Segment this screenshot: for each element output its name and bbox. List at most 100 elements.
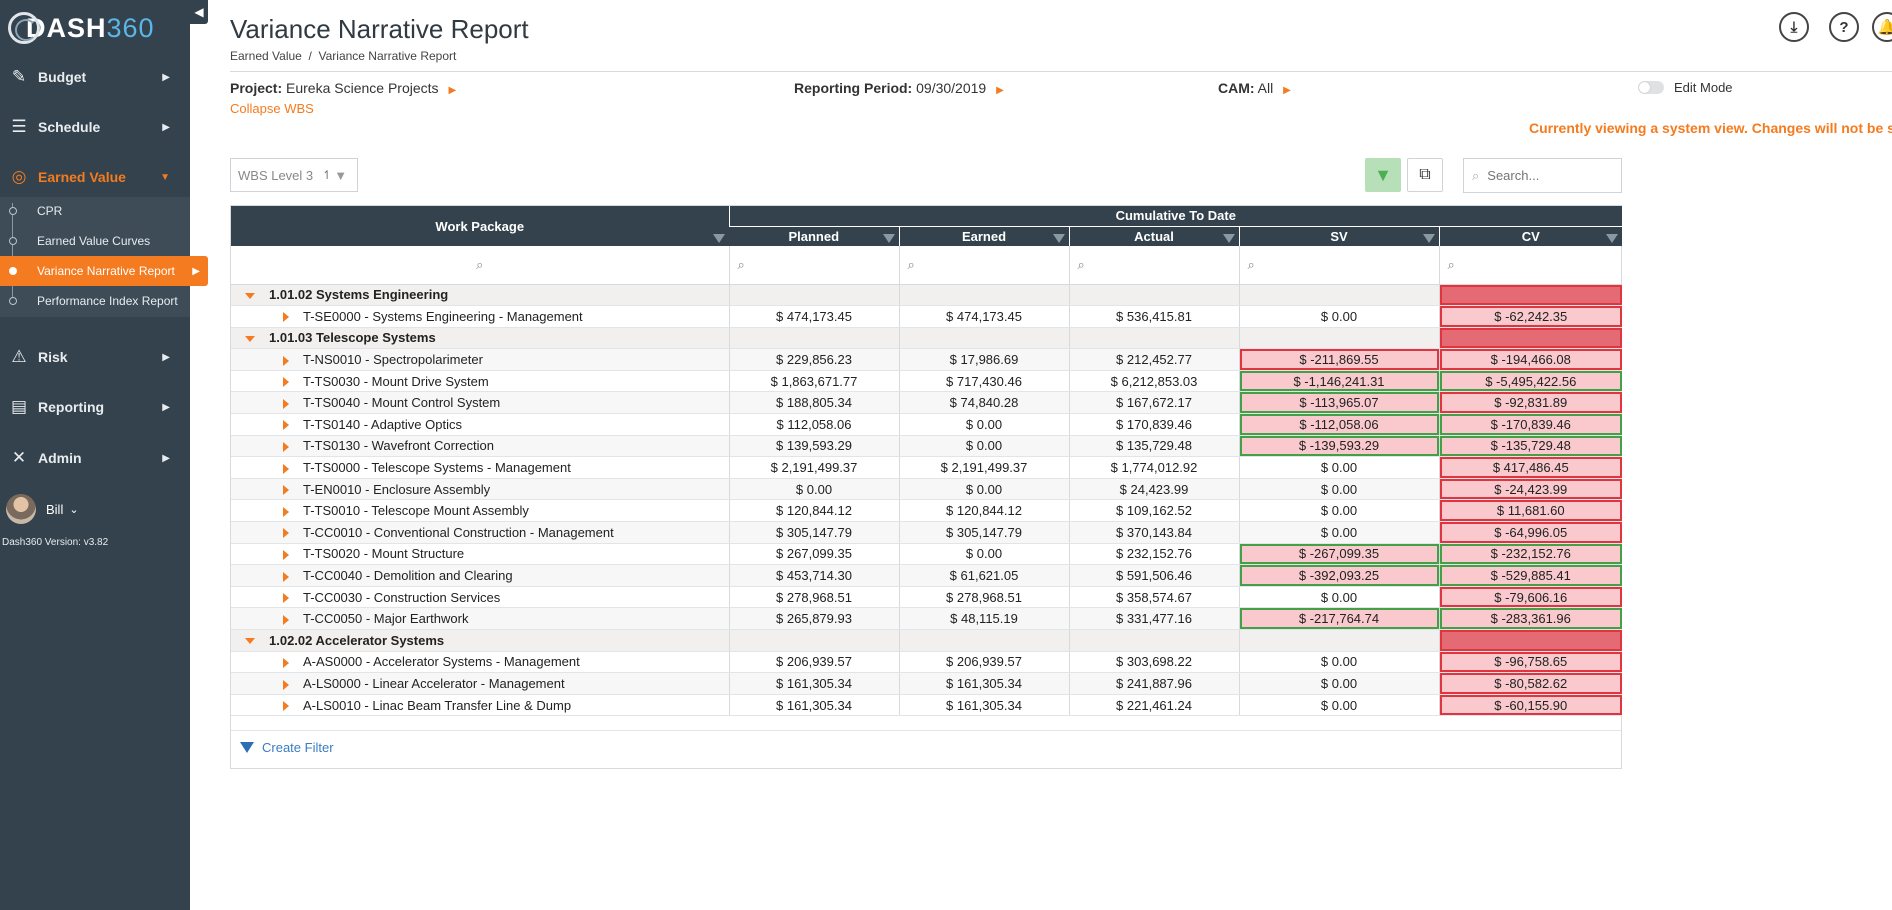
planned-cell[interactable]: $ 229,856.23 [728, 348, 899, 371]
edit-mode-toggle[interactable]: Edit Mode [1638, 80, 1733, 95]
earned-cell[interactable]: $ 0.00 [898, 435, 1069, 458]
work-package-cell[interactable]: T-CC0040 - Demolition and Clearing [231, 564, 729, 587]
work-package-cell[interactable]: T-TS0130 - Wavefront Correction [231, 435, 729, 458]
planned-cell[interactable]: $ 188,805.34 [728, 391, 899, 415]
help-icon[interactable]: ? [1829, 12, 1859, 42]
earned-cell[interactable]: $ 120,844.12 [898, 499, 1069, 523]
actual-cell[interactable]: $ 358,574.67 [1068, 586, 1239, 609]
actual-cell[interactable]: $ 370,143.84 [1068, 521, 1239, 544]
work-package-cell[interactable]: T-TS0140 - Adaptive Optics [231, 413, 729, 436]
expand-row-icon[interactable] [283, 485, 289, 496]
sv-cell[interactable]: $ -217,764.74 [1238, 607, 1439, 630]
earned-cell[interactable]: $ 61,621.05 [898, 564, 1069, 587]
wbs-group-row[interactable]: 1.01.02 Systems Engineering [231, 284, 1623, 307]
sv-cell[interactable]: $ 0.00 [1238, 499, 1439, 523]
actual-cell[interactable]: $ 303,698.22 [1068, 651, 1239, 674]
expand-row-icon[interactable] [283, 442, 289, 453]
col-header-earned[interactable]: Earned [898, 225, 1069, 246]
sv-cell[interactable]: $ 0.00 [1238, 521, 1439, 544]
earned-cell[interactable]: $ 0.00 [898, 413, 1069, 436]
work-package-cell[interactable]: T-TS0040 - Mount Control System [231, 391, 729, 415]
work-package-cell[interactable]: A-AS0000 - Accelerator Systems - Managem… [231, 651, 729, 674]
planned-cell[interactable]: $ 265,879.93 [728, 607, 899, 630]
expand-row-icon[interactable] [283, 398, 289, 409]
planned-cell[interactable]: $ 161,305.34 [728, 694, 899, 717]
user-menu[interactable]: Bill ⌄ [6, 494, 79, 524]
sv-cell[interactable]: $ 0.00 [1238, 694, 1439, 717]
table-row[interactable]: A-LS0000 - Linear Accelerator - Manageme… [231, 672, 1623, 695]
planned-cell[interactable]: $ 453,714.30 [728, 564, 899, 587]
table-row[interactable]: A-LS0010 - Linac Beam Transfer Line & Du… [231, 694, 1623, 717]
cv-cell[interactable]: $ -194,466.08 [1438, 348, 1623, 371]
sort-icon[interactable]: ↿ [322, 168, 333, 182]
column-filter-icon[interactable] [1422, 234, 1435, 243]
actual-cell[interactable]: $ 135,729.48 [1068, 435, 1239, 458]
earned-cell[interactable]: $ 2,191,499.37 [898, 456, 1069, 479]
nav-sub-variance-narrative[interactable]: Variance Narrative Report ▶ [0, 256, 208, 286]
sv-cell[interactable]: $ -211,869.55 [1238, 348, 1439, 371]
planned-cell[interactable]: $ 0.00 [728, 478, 899, 501]
nav-schedule[interactable]: ☰ Schedule ▶ [0, 107, 190, 147]
filter-cell-earned[interactable]: ⌕ [898, 246, 1069, 285]
expand-row-icon[interactable] [283, 463, 289, 474]
earned-cell[interactable]: $ 161,305.34 [898, 672, 1069, 695]
wbs-group-cell[interactable]: 1.01.02 Systems Engineering [231, 284, 729, 307]
table-row[interactable]: T-TS0030 - Mount Drive System $ 1,863,671… [231, 370, 1623, 393]
filter-cell-work-package[interactable]: ⌕ [231, 246, 729, 285]
earned-cell[interactable]: $ 161,305.34 [898, 694, 1069, 717]
filter-cell-planned[interactable]: ⌕ [728, 246, 899, 285]
actual-cell[interactable]: $ 536,415.81 [1068, 305, 1239, 328]
create-filter-link[interactable]: Create Filter [240, 740, 334, 755]
cv-cell[interactable]: $ -60,155.90 [1438, 694, 1623, 717]
expand-caret-icon[interactable] [245, 292, 255, 299]
table-row[interactable]: T-TS0010 - Telescope Mount Assembly $ 120… [231, 499, 1623, 523]
cv-cell[interactable]: $ 417,486.45 [1438, 456, 1623, 479]
nav-earned-value[interactable]: ◎ Earned Value ▼ [0, 157, 190, 197]
column-filter-icon[interactable] [712, 234, 725, 243]
expand-row-icon[interactable] [283, 679, 289, 690]
cv-cell[interactable]: $ -5,495,422.56 [1438, 370, 1623, 393]
nav-sub-cpr[interactable]: CPR [0, 196, 190, 226]
planned-cell[interactable]: $ 161,305.34 [728, 672, 899, 695]
work-package-cell[interactable]: T-TS0000 - Telescope Systems - Managemen… [231, 456, 729, 479]
nav-sub-ev-curves[interactable]: Earned Value Curves [0, 226, 190, 256]
earned-cell[interactable]: $ 206,939.57 [898, 651, 1069, 674]
nav-reporting[interactable]: ▤ Reporting ▶ [0, 387, 190, 427]
table-row[interactable]: T-CC0030 - Construction Services $ 278,96… [231, 586, 1623, 609]
actual-cell[interactable]: $ 109,162.52 [1068, 499, 1239, 523]
table-row[interactable]: T-TS0040 - Mount Control System $ 188,805… [231, 391, 1623, 415]
actual-cell[interactable]: $ 241,887.96 [1068, 672, 1239, 695]
work-package-cell[interactable]: T-CC0050 - Major Earthwork [231, 607, 729, 630]
sv-cell[interactable]: $ -392,093.25 [1238, 564, 1439, 587]
column-filter-icon[interactable] [1052, 234, 1065, 243]
planned-cell[interactable]: $ 474,173.45 [728, 305, 899, 328]
actual-cell[interactable]: $ 212,452.77 [1068, 348, 1239, 371]
actual-cell[interactable]: $ 221,461.24 [1068, 694, 1239, 717]
expand-row-icon[interactable] [283, 614, 289, 625]
earned-cell[interactable]: $ 74,840.28 [898, 391, 1069, 415]
earned-cell[interactable]: $ 48,115.19 [898, 607, 1069, 630]
expand-row-icon[interactable] [283, 657, 289, 668]
actual-cell[interactable]: $ 232,152.76 [1068, 543, 1239, 566]
app-logo[interactable]: DASH360 [8, 8, 155, 48]
planned-cell[interactable]: $ 112,058.06 [728, 413, 899, 436]
search-box[interactable]: ⌕ [1463, 158, 1622, 193]
planned-cell[interactable]: $ 278,968.51 [728, 586, 899, 609]
actual-cell[interactable]: $ 1,774,012.92 [1068, 456, 1239, 479]
earned-cell[interactable]: $ 474,173.45 [898, 305, 1069, 328]
table-row[interactable]: T-EN0010 - Enclosure Assembly $ 0.00 $ 0.0… [231, 478, 1623, 501]
planned-cell[interactable]: $ 2,191,499.37 [728, 456, 899, 479]
cam-selector[interactable]: CAM: All ▶ [1218, 80, 1291, 96]
toggle-switch[interactable] [1638, 81, 1664, 94]
sv-cell[interactable]: $ 0.00 [1238, 456, 1439, 479]
sv-cell[interactable]: $ 0.00 [1238, 586, 1439, 609]
wbs-group-cell[interactable]: 1.01.03 Telescope Systems [231, 327, 729, 350]
table-row[interactable]: T-TS0140 - Adaptive Optics $ 112,058.06 $ … [231, 413, 1623, 436]
sv-cell[interactable]: $ 0.00 [1238, 305, 1439, 328]
sv-cell[interactable]: $ -112,058.06 [1238, 413, 1439, 436]
sv-cell[interactable]: $ 0.00 [1238, 651, 1439, 674]
table-row[interactable]: T-NS0010 - Spectropolarimeter $ 229,856.2… [231, 348, 1623, 371]
work-package-cell[interactable]: T-TS0030 - Mount Drive System [231, 370, 729, 393]
search-input[interactable] [1487, 168, 1598, 183]
table-row[interactable]: T-SE0000 - Systems Engineering - Managem… [231, 305, 1623, 328]
